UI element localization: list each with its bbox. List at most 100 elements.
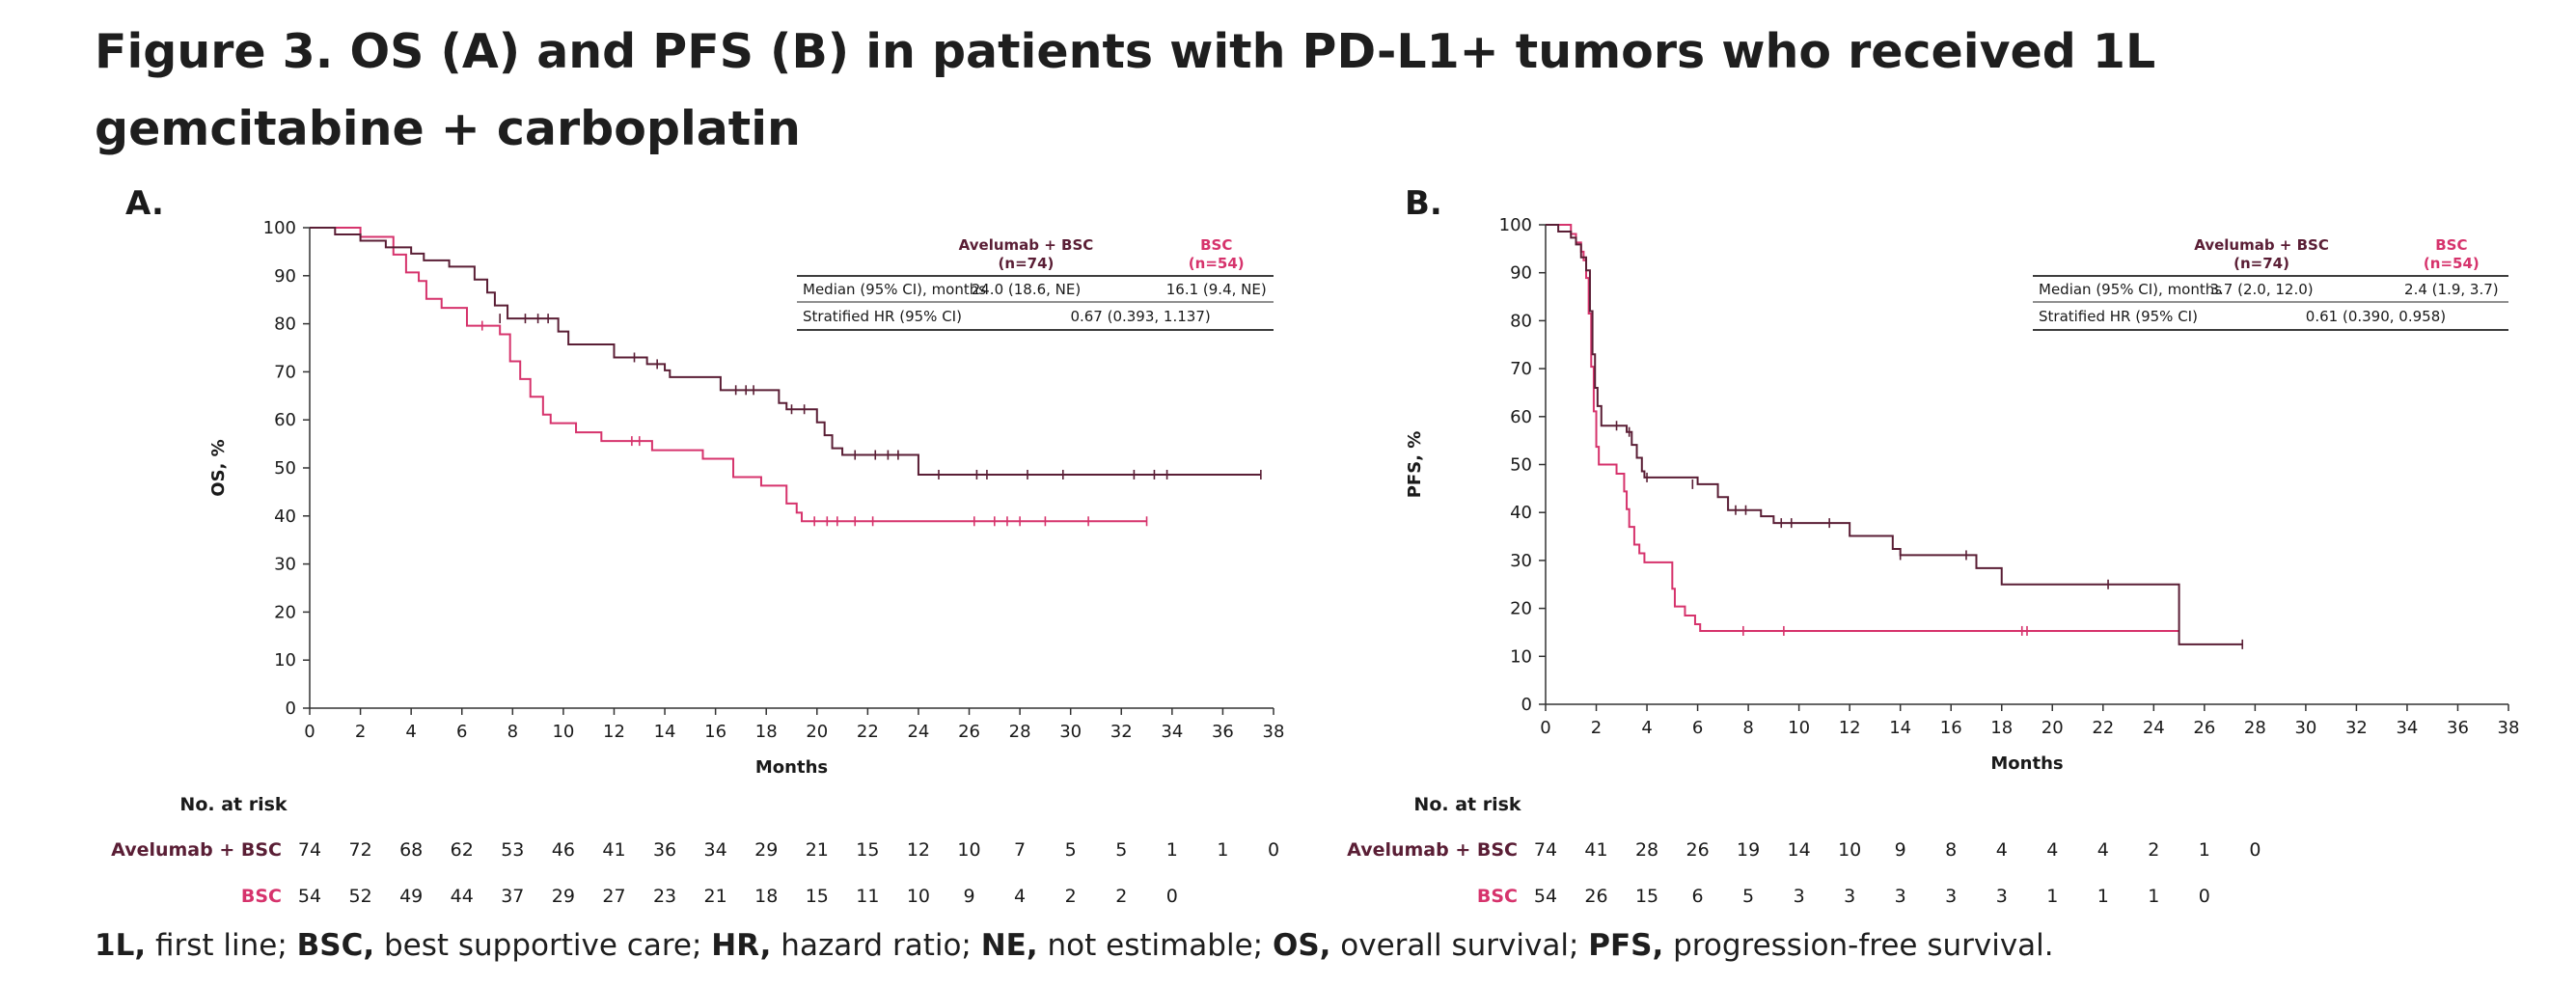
y-tick-label: 70	[1510, 359, 1532, 379]
y-tick-label: 50	[274, 458, 296, 479]
at-risk-count: 4	[2097, 839, 2109, 861]
at-risk-count: 26	[1685, 839, 1709, 861]
x-tick-label: 24	[2143, 718, 2165, 738]
table-median-avelumab: 24.0 (18.6, NE)	[972, 281, 1082, 298]
at-risk-count: 14	[1788, 839, 1811, 861]
at-risk-count: 21	[704, 886, 727, 907]
x-tick-label: 22	[2092, 718, 2114, 738]
at-risk-count: 10	[907, 886, 930, 907]
x-tick-label: 14	[654, 722, 676, 742]
y-tick-label: 90	[274, 266, 296, 287]
at-risk-count: 41	[1584, 839, 1607, 861]
y-tick-label: 80	[274, 315, 296, 335]
footnote-definition: best supportive care;	[374, 928, 712, 963]
x-tick-label: 6	[456, 722, 467, 742]
km-curve-avelumab-bsc	[310, 227, 1261, 476]
at-risk-count: 4	[2046, 839, 2058, 861]
table-header-avelumab: Avelumab + BSC	[2194, 236, 2329, 254]
table-n-bsc: (n=54)	[2424, 255, 2480, 272]
at-risk-count: 28	[1635, 839, 1658, 861]
at-risk-count: 9	[1895, 839, 1906, 861]
x-tick-label: 36	[2447, 718, 2469, 738]
y-tick-label: 90	[1510, 263, 1532, 284]
y-tick-label: 30	[274, 555, 296, 575]
x-tick-label: 18	[1990, 718, 2013, 738]
at-risk-count: 46	[552, 839, 575, 861]
at-risk-count: 1	[1217, 839, 1228, 861]
footnote-term: OS,	[1272, 928, 1331, 963]
at-risk-count: 8	[1945, 839, 1957, 861]
y-axis-title: PFS, %	[1405, 431, 1425, 499]
x-tick-label: 2	[355, 722, 366, 742]
at-risk-count: 0	[2249, 839, 2261, 861]
y-tick-label: 10	[1510, 646, 1532, 667]
figure-title: Figure 3. OS (A) and PFS (B) in patients…	[95, 24, 2156, 156]
at-risk-count: 1	[2097, 886, 2109, 907]
x-tick-label: 12	[603, 722, 625, 742]
x-tick-label: 38	[1263, 722, 1285, 742]
at-risk-count: 3	[1844, 886, 1855, 907]
at-risk-count: 36	[653, 839, 676, 861]
at-risk-count: 2	[2148, 839, 2159, 861]
at-risk-count: 54	[1534, 886, 1557, 907]
at-risk-count: 5	[1742, 886, 1754, 907]
at-risk-count: 9	[963, 886, 974, 907]
at-risk-label-bsc: BSC	[241, 886, 282, 907]
table-n-avelumab: (n=74)	[2233, 255, 2289, 272]
x-tick-label: 38	[2498, 718, 2520, 738]
x-tick-label: 34	[1161, 722, 1183, 742]
at-risk-count: 3	[1996, 886, 2008, 907]
at-risk-count: 4	[1996, 839, 2008, 861]
y-tick-label: 60	[1510, 407, 1532, 427]
at-risk-count: 4	[1014, 886, 1026, 907]
at-risk-count: 72	[348, 839, 371, 861]
y-tick-label: 0	[286, 698, 296, 719]
y-tick-label: 60	[274, 410, 296, 430]
footnote-definition: hazard ratio;	[771, 928, 981, 963]
table-row-label: Stratified HR (95% CI)	[2039, 308, 2198, 325]
x-tick-label: 30	[2294, 718, 2316, 738]
footnote-definition: first line;	[146, 928, 297, 963]
x-tick-label: 8	[1742, 718, 1753, 738]
table-hr-value: 0.61 (0.390, 0.958)	[2306, 308, 2446, 325]
table-row-label: Stratified HR (95% CI)	[803, 308, 962, 325]
x-tick-label: 18	[755, 722, 778, 742]
y-tick-label: 80	[1510, 311, 1532, 331]
at-risk-count: 3	[1895, 886, 1906, 907]
km-curve-bsc	[1546, 224, 2179, 632]
panel-label: A.	[125, 184, 164, 223]
at-risk-count: 11	[856, 886, 879, 907]
x-tick-label: 10	[552, 722, 574, 742]
x-tick-label: 8	[507, 722, 518, 742]
footnote-definition: progression-free survival.	[1663, 928, 2054, 963]
x-tick-label: 22	[857, 722, 879, 742]
at-risk-label-bsc: BSC	[1477, 886, 1518, 907]
at-risk-count: 2	[1115, 886, 1127, 907]
at-risk-count: 21	[806, 839, 829, 861]
table-median-bsc: 16.1 (9.4, NE)	[1166, 281, 1267, 298]
x-tick-label: 16	[704, 722, 726, 742]
at-risk-count: 10	[957, 839, 980, 861]
at-risk-count: 15	[806, 886, 829, 907]
at-risk-count: 1	[2199, 839, 2210, 861]
at-risk-count: 0	[1166, 886, 1178, 907]
table-header-avelumab: Avelumab + BSC	[959, 236, 1094, 254]
at-risk-count: 68	[399, 839, 423, 861]
at-risk-count: 12	[907, 839, 930, 861]
y-tick-label: 50	[1510, 455, 1532, 476]
table-header-bsc: BSC	[1200, 236, 1232, 254]
x-tick-label: 24	[907, 722, 929, 742]
table-median-bsc: 2.4 (1.9, 3.7)	[2404, 281, 2499, 298]
y-tick-label: 20	[274, 602, 296, 622]
at-risk-count: 7	[1014, 839, 1026, 861]
x-tick-label: 10	[1788, 718, 1810, 738]
x-tick-label: 20	[2042, 718, 2064, 738]
km-curve-bsc	[310, 227, 1147, 523]
x-tick-label: 0	[304, 722, 315, 742]
footnote-term: NE,	[980, 928, 1038, 963]
at-risk-count: 1	[2046, 886, 2058, 907]
at-risk-count: 15	[856, 839, 879, 861]
table-row-label: Median (95% CI), months	[803, 281, 986, 298]
